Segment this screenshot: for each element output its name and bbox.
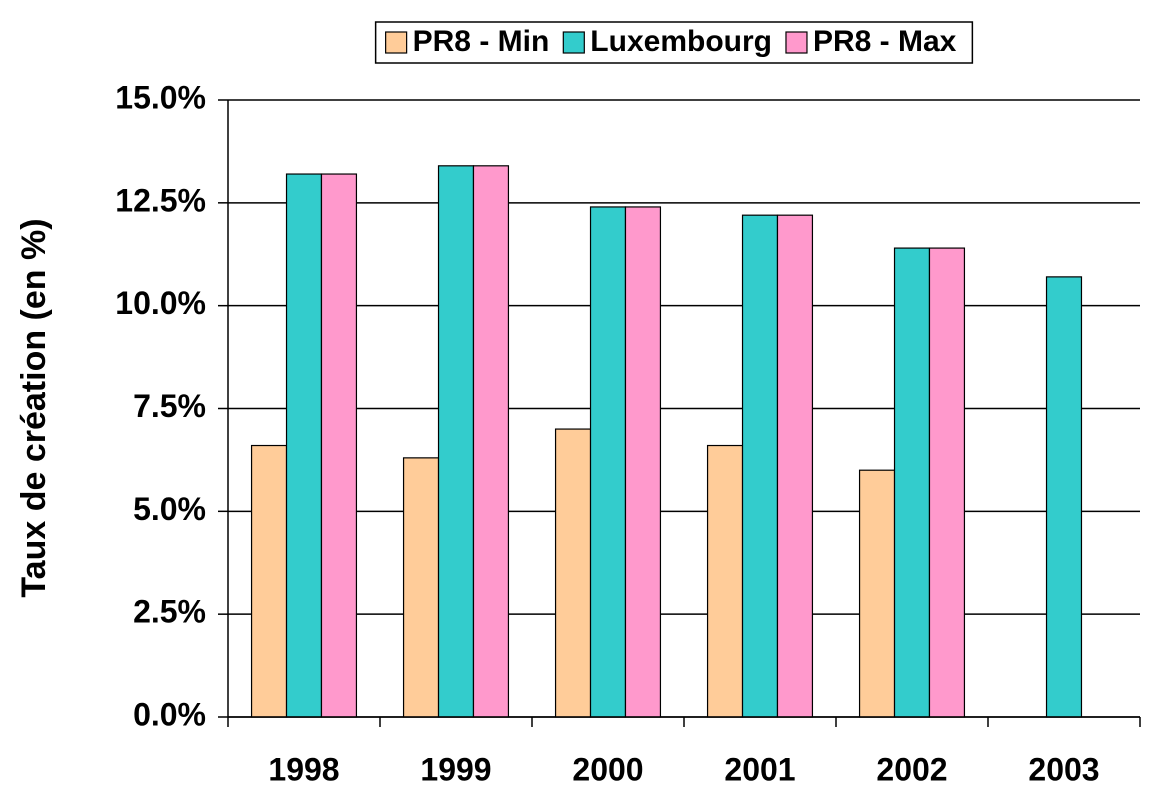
legend-swatch bbox=[562, 31, 585, 54]
y-tick-label: 12.5% bbox=[115, 182, 206, 218]
bar bbox=[402, 457, 440, 718]
y-axis-title: Taux de création (en %) bbox=[15, 218, 53, 597]
legend-label: PR8 - Min bbox=[413, 25, 550, 58]
bar bbox=[472, 165, 510, 718]
x-tick-label: 2002 bbox=[876, 751, 947, 787]
bar bbox=[589, 206, 627, 718]
bar bbox=[741, 214, 779, 718]
bar bbox=[250, 444, 288, 718]
y-tick-label: 10.0% bbox=[115, 285, 206, 321]
legend-label: PR8 - Max bbox=[813, 25, 957, 58]
bar bbox=[928, 247, 966, 718]
bar bbox=[858, 469, 896, 718]
bar bbox=[1045, 276, 1083, 718]
bar bbox=[624, 206, 662, 718]
bar bbox=[437, 165, 475, 718]
bar bbox=[285, 173, 323, 718]
x-tick-label: 2001 bbox=[724, 751, 795, 787]
x-tick-label: 2003 bbox=[1028, 751, 1099, 787]
y-tick-label: 15.0% bbox=[115, 79, 206, 115]
y-tick-label: 7.5% bbox=[133, 388, 206, 424]
bar bbox=[320, 173, 358, 718]
x-tick-label: 2000 bbox=[572, 751, 643, 787]
legend-swatch bbox=[785, 31, 808, 54]
x-tick-label: 1999 bbox=[420, 751, 491, 787]
bar bbox=[776, 214, 814, 718]
y-tick-label: 5.0% bbox=[133, 491, 206, 527]
bar bbox=[893, 247, 931, 718]
y-tick-label: 2.5% bbox=[133, 594, 206, 630]
legend-swatch bbox=[385, 31, 408, 54]
legend-label: Luxembourg bbox=[590, 25, 772, 58]
bar bbox=[706, 444, 744, 718]
y-tick-label: 0.0% bbox=[133, 696, 206, 732]
x-tick-label: 1998 bbox=[268, 751, 339, 787]
bar bbox=[554, 428, 592, 718]
legend bbox=[374, 21, 974, 64]
